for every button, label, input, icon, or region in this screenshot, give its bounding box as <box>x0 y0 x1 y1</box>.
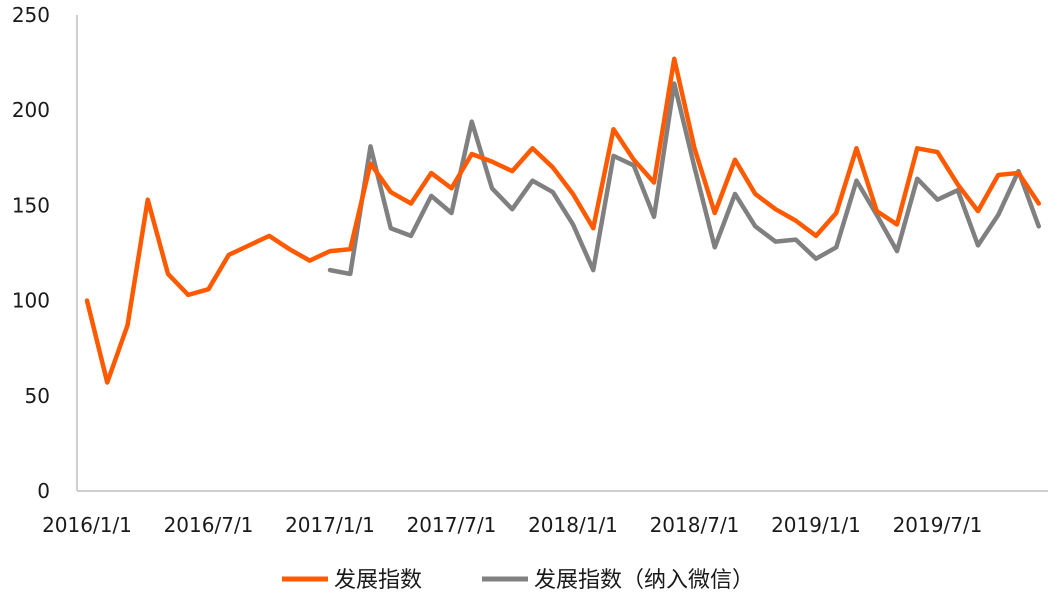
x-tick-label: 2019/7/1 <box>893 513 983 537</box>
x-tick-label: 2017/1/1 <box>285 513 375 537</box>
axes: 0 50 100 150 200 250 2016/1/1 2016/7/1 2017/1/1 2… <box>12 3 1048 537</box>
x-tick-label: 2016/7/1 <box>164 513 254 537</box>
series-line-development-index-wechat <box>327 81 1041 277</box>
x-tick-label: 2018/1/1 <box>528 513 618 537</box>
legend-label: 发展指数 <box>334 568 422 593</box>
series-lines <box>84 56 1041 385</box>
x-tick-label: 2019/1/1 <box>771 513 861 537</box>
x-tick-label: 2017/7/1 <box>407 513 497 537</box>
x-tick-label: 2016/1/1 <box>42 513 132 537</box>
y-tick-label: 200 <box>12 98 50 122</box>
legend-label: 发展指数（纳入微信） <box>534 568 754 593</box>
y-tick-label: 250 <box>12 3 50 27</box>
y-tick-label: 50 <box>25 384 50 408</box>
x-tick-label: 2018/7/1 <box>650 513 740 537</box>
series-line-development-index <box>84 56 1041 385</box>
y-tick-label: 100 <box>12 289 50 313</box>
legend: 发展指数 发展指数（纳入微信） <box>282 568 754 593</box>
y-tick-label: 150 <box>12 193 50 217</box>
y-tick-label: 0 <box>37 479 50 503</box>
